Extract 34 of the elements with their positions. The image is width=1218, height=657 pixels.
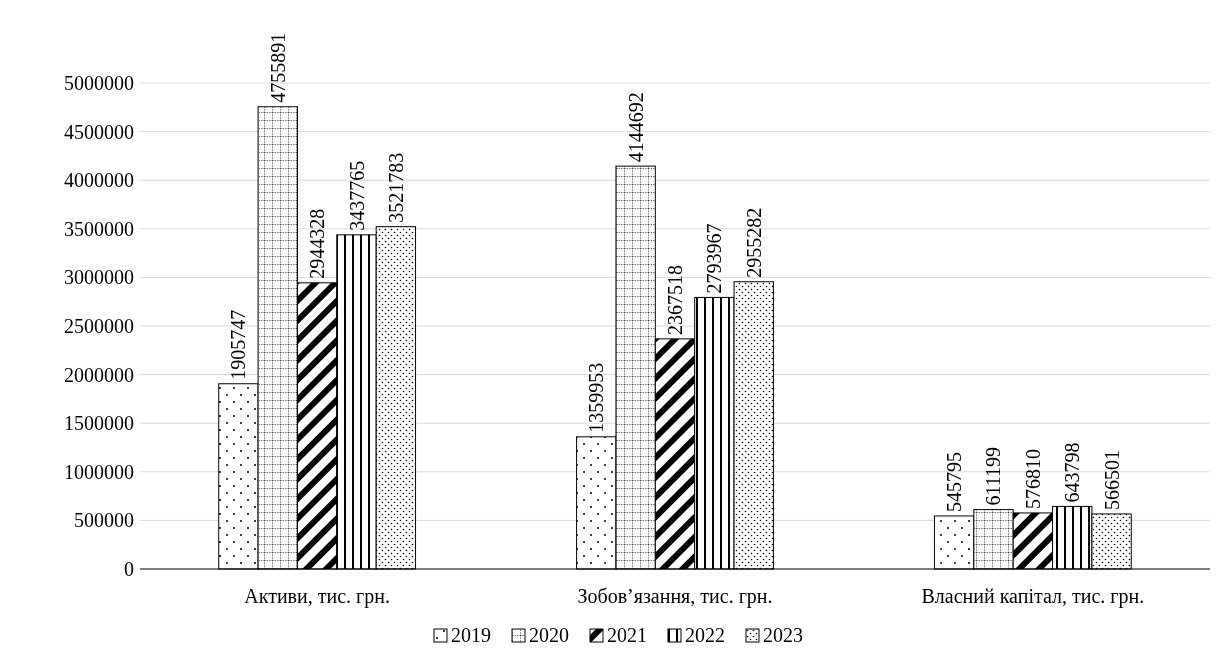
y-tick-label: 0	[124, 558, 134, 580]
data-label: 2793967	[703, 223, 726, 294]
x-tick-label: Зобов’язання, тис. грн.	[577, 585, 773, 608]
y-tick-label: 3500000	[64, 217, 134, 240]
data-label: 566501	[1100, 449, 1123, 510]
data-label: 2367518	[664, 264, 686, 335]
data-label: 545795	[943, 451, 966, 512]
data-label: 1359953	[585, 362, 608, 433]
data-label: 4755891	[266, 32, 289, 103]
legend-label: 2023	[763, 624, 803, 646]
data-label: 643798	[1061, 442, 1084, 503]
legend-label: 2020	[529, 624, 569, 646]
x-tick-label: Активи, тис. грн.	[244, 585, 390, 608]
y-tick-label: 2000000	[64, 363, 134, 386]
data-label: 2944328	[306, 208, 329, 279]
y-tick-label: 4000000	[64, 169, 134, 192]
x-tick-label: Власний капітал, тис. грн.	[921, 585, 1145, 608]
y-tick-label: 500000	[74, 509, 134, 532]
data-label: 576810	[1021, 448, 1044, 509]
legend-label: 2021	[607, 624, 647, 646]
y-tick-label: 1500000	[64, 412, 134, 435]
data-label: 611199	[982, 447, 1005, 506]
y-tick-label: 3000000	[64, 266, 134, 289]
y-tick-label: 2500000	[64, 315, 134, 337]
y-tick-label: 1000000	[64, 460, 134, 483]
legend-label: 2019	[451, 624, 491, 646]
data-label: 1905747	[227, 309, 250, 380]
y-tick-label: 5000000	[64, 72, 134, 94]
y-tick-label: 4500000	[64, 120, 134, 143]
data-label: 3437765	[345, 160, 368, 231]
data-label: 4144692	[624, 92, 647, 163]
data-label: 2955282	[742, 207, 765, 278]
legend-label: 2022	[685, 624, 725, 646]
data-label: 3521783	[384, 152, 407, 223]
